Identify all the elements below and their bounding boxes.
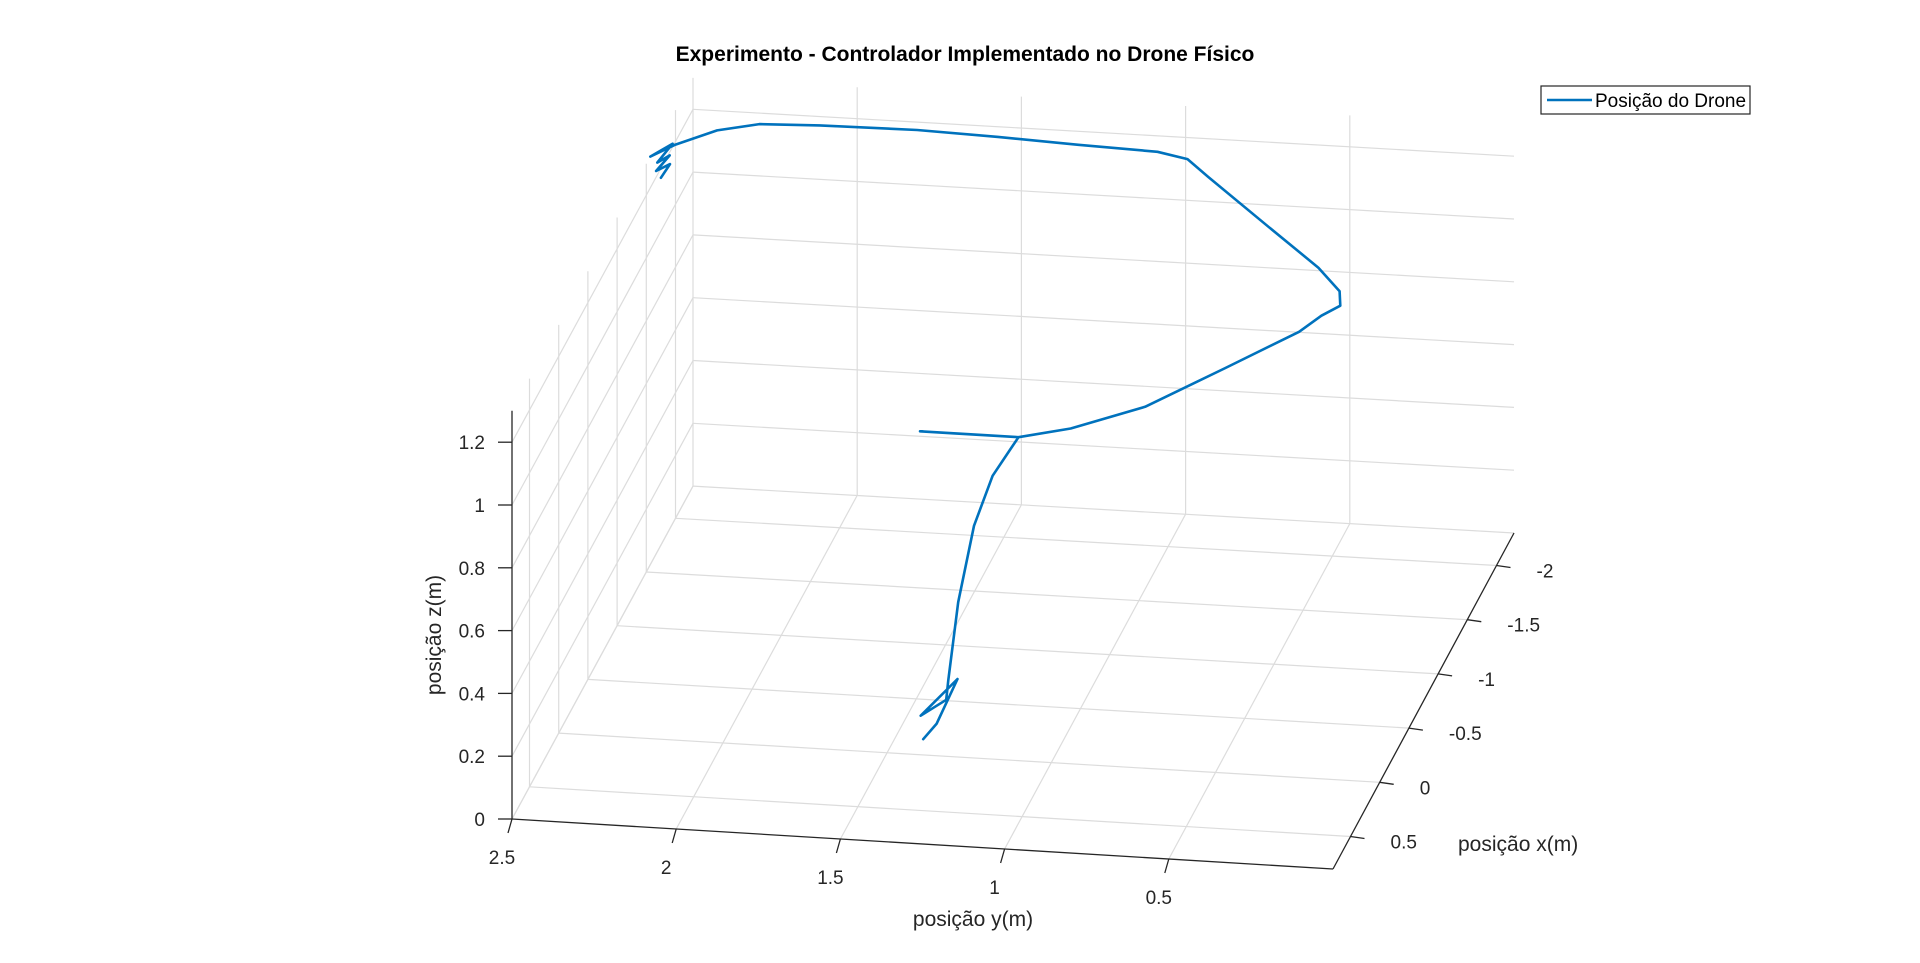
x-tick-label: -1 — [1478, 670, 1495, 691]
y-tick-mark — [999, 848, 1006, 864]
z-tick-label: 0.6 — [459, 622, 485, 643]
z-tick-label: 0 — [474, 810, 485, 831]
z-tick-label: 1 — [474, 496, 485, 517]
x-tick-label: -0.5 — [1449, 724, 1482, 745]
grid-side-z — [511, 297, 694, 631]
z-tick-label: 0.8 — [459, 559, 485, 580]
grid-back-z — [692, 359, 1515, 408]
grid-back-z — [692, 108, 1515, 157]
x-tick-label: -2 — [1537, 562, 1554, 583]
grid-floor-x — [675, 517, 1497, 567]
grid-side-z — [511, 423, 694, 757]
legend: Posição do Drone — [1540, 85, 1751, 115]
x-tick-mark — [1438, 673, 1453, 677]
x-tick-label: -1.5 — [1507, 616, 1540, 637]
y-tick-label: 1 — [989, 878, 1000, 899]
grid-side-z — [511, 360, 694, 694]
axes — [498, 410, 1515, 874]
grid-floor-y — [839, 504, 1022, 840]
legend-label: Posição do Drone — [1595, 91, 1746, 112]
z-tick-label: 0.2 — [459, 747, 485, 768]
x-axis-line — [1332, 532, 1515, 870]
grid-side-z — [511, 234, 694, 569]
x-tick-mark — [1408, 727, 1423, 731]
z-tick-label: 0.4 — [459, 684, 486, 705]
y-tick-label: 2 — [661, 858, 672, 879]
grid-back-z — [692, 234, 1515, 283]
series-line-drone-position — [648, 122, 1342, 741]
z-tick-label: 1.2 — [459, 433, 485, 454]
y-tick-mark — [835, 838, 842, 854]
x-tick-mark — [1379, 781, 1394, 785]
grid-floor-x — [558, 732, 1380, 783]
chart-title: Experimento - Controlador Implementado n… — [676, 43, 1255, 66]
y-tick-mark — [671, 828, 677, 844]
grid-side-z — [511, 485, 694, 820]
grid-back-z — [692, 297, 1515, 346]
y-tick-mark — [1164, 858, 1170, 874]
grid-floor-x — [617, 625, 1439, 675]
y-tick-label: 0.5 — [1146, 888, 1172, 909]
grid-floor-x — [529, 786, 1351, 838]
grid-floor-y — [1004, 513, 1187, 850]
y-tick-label: 1.5 — [817, 868, 843, 889]
series-layer — [648, 122, 1342, 741]
x-axis-label: posição x(m) — [1458, 833, 1578, 856]
x-tick-label: 0 — [1420, 778, 1431, 799]
x-tick-label: 0.5 — [1391, 833, 1417, 854]
tick-labels: 2.5 2 1.5 1 0.5 0.5 0 -0.5 -1 -1.5 -2 1.2 1 0.8 0.6 0.4… — [459, 433, 1554, 909]
grid-floor-x — [646, 571, 1468, 621]
y-axis-label: posição y(m) — [913, 908, 1033, 931]
x-tick-mark — [1496, 564, 1511, 569]
grid-back-z — [692, 171, 1515, 220]
z-axis-label: posição z(m) — [423, 575, 446, 695]
grid-floor-x — [587, 678, 1409, 729]
grid-floor-y — [675, 495, 858, 830]
y-axis-line — [511, 818, 1334, 870]
grid-side-z — [511, 171, 694, 506]
grid-back-z — [692, 422, 1515, 471]
y-tick-label: 2.5 — [489, 848, 515, 869]
grid-floor-y — [1168, 523, 1351, 860]
x-tick-mark — [1350, 835, 1365, 840]
x-tick-mark — [1467, 619, 1482, 623]
y-tick-mark — [507, 818, 513, 834]
grid-lines — [511, 77, 1515, 860]
grid-back-z — [692, 485, 1515, 534]
